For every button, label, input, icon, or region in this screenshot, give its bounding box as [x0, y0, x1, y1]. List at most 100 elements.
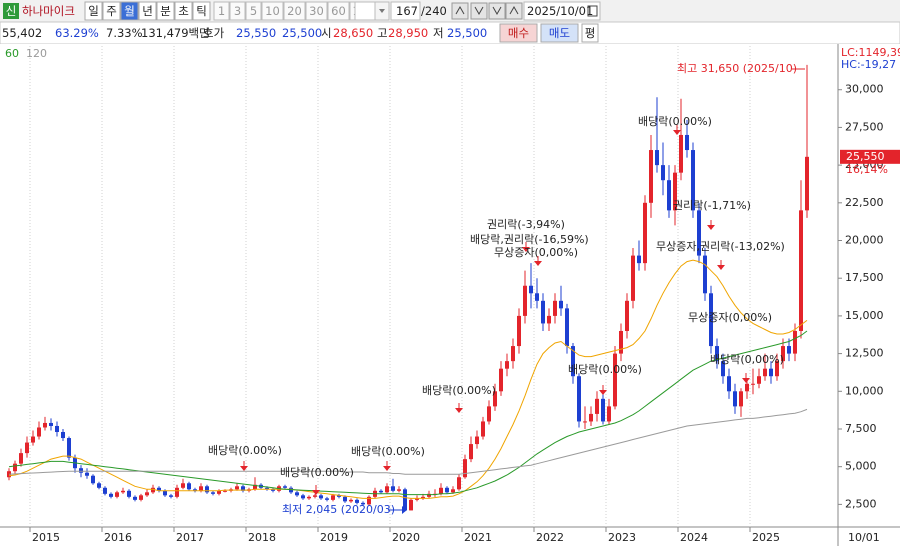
interval-label[interactable]: 30 — [309, 4, 324, 18]
event-arrow-head — [673, 130, 681, 135]
event-arrow-head — [312, 490, 320, 495]
candle-body — [127, 490, 131, 497]
event-arrow-head — [522, 247, 530, 252]
candle-body — [637, 255, 641, 264]
low-label: 최저 2,045 (2020/03) — [282, 503, 395, 516]
candle-body — [649, 150, 653, 203]
candle-body — [523, 285, 527, 316]
period-label[interactable]: 월 — [124, 4, 135, 18]
candle-body — [739, 391, 743, 407]
event-arrow-head — [534, 261, 542, 266]
candle-body — [691, 150, 695, 211]
candle-body — [157, 487, 161, 491]
interval-label[interactable]: 5 — [250, 4, 257, 18]
candle-body — [409, 499, 413, 511]
tool-icon[interactable] — [451, 2, 469, 20]
interval-label[interactable]: 3 — [234, 4, 241, 18]
period-label[interactable]: 초 — [178, 4, 189, 18]
period-label[interactable]: 일 — [88, 4, 99, 18]
period-label[interactable]: 년 — [142, 4, 153, 18]
info-open: 28,650 — [333, 26, 373, 40]
candle-body — [805, 156, 809, 211]
event-arrow-head — [707, 225, 715, 230]
event-annotation: 배당락(0.00%) — [280, 466, 354, 479]
candle-body — [631, 255, 635, 301]
event-annotation: 권리락(-3,94%) — [487, 218, 565, 231]
y-tick-label: 22,500 — [845, 196, 884, 209]
period-button[interactable] — [192, 1, 211, 21]
buy-button[interactable] — [499, 23, 538, 43]
candle-body — [121, 490, 125, 493]
candle-body — [397, 489, 401, 491]
candle-body — [463, 459, 467, 478]
moving-average-line — [8, 408, 808, 475]
candle-body — [211, 492, 215, 494]
y-tick-label: 17,500 — [845, 271, 884, 284]
candle-body — [145, 492, 149, 496]
interval-button[interactable] — [261, 1, 284, 21]
y-tick-label: 10,000 — [845, 384, 884, 397]
candle-body — [667, 180, 671, 211]
period-button[interactable] — [156, 1, 175, 21]
candle-body — [559, 300, 563, 309]
avg-label[interactable]: 평 — [585, 26, 596, 40]
calendar-icon[interactable] — [587, 5, 598, 17]
candle-body — [655, 150, 659, 166]
avg-button[interactable] — [581, 23, 599, 43]
end-date-label: 10/01 — [848, 531, 880, 544]
interval-button[interactable] — [283, 1, 306, 21]
interval-button[interactable] — [305, 1, 328, 21]
moving-average-line — [8, 259, 808, 499]
period-button[interactable] — [120, 1, 139, 21]
event-annotation: 배당락(0.00%) — [422, 384, 496, 397]
candle-body — [541, 300, 545, 324]
candle-body — [607, 406, 611, 422]
interval-button[interactable] — [229, 1, 246, 21]
period-label[interactable]: 주 — [106, 4, 117, 18]
interval-label[interactable]: 60 — [331, 4, 346, 18]
period-button[interactable] — [174, 1, 193, 21]
candle-body — [715, 346, 719, 362]
stock-name[interactable]: 하나마이크 — [22, 4, 75, 18]
interval-button[interactable] — [245, 1, 262, 21]
last-change-label: 16,14% — [846, 163, 888, 176]
x-tick-label: 2019 — [320, 531, 348, 544]
tool-icon-glyph — [492, 6, 502, 16]
candle-body — [445, 487, 449, 493]
candle-body — [727, 376, 731, 392]
interval-label[interactable]: 1 — [218, 4, 225, 18]
tool-icon[interactable] — [505, 2, 523, 20]
interval-label[interactable]: 10 — [265, 4, 280, 18]
period-label[interactable]: 분 — [160, 4, 171, 18]
candle-body — [403, 489, 407, 511]
tool-icon[interactable] — [488, 2, 506, 20]
event-annotation: 무상증자(0,00%) — [494, 246, 578, 259]
buy-label[interactable]: 매수 — [508, 26, 529, 40]
sell-button[interactable] — [540, 23, 579, 43]
candle-body — [361, 502, 365, 505]
period-label[interactable]: 틱 — [196, 4, 207, 18]
candle-body — [379, 490, 383, 493]
candle-body — [193, 489, 197, 491]
candle-body — [31, 436, 35, 443]
period-button[interactable] — [138, 1, 157, 21]
count-input[interactable] — [390, 1, 421, 21]
period-button[interactable] — [102, 1, 121, 21]
sell-label[interactable]: 매도 — [549, 26, 570, 40]
interval-button[interactable] — [327, 1, 350, 21]
candle-body — [535, 293, 539, 301]
candle-body — [499, 368, 503, 392]
candle-body — [763, 368, 767, 377]
period-button[interactable] — [84, 1, 103, 21]
interval-input[interactable] — [354, 1, 376, 21]
date-input[interactable] — [523, 1, 601, 21]
candle-body — [529, 285, 533, 294]
candle-body — [391, 486, 395, 491]
interval-button[interactable] — [213, 1, 230, 21]
candle-body — [67, 438, 71, 458]
tool-icon[interactable] — [470, 2, 488, 20]
interval-label[interactable]: 20 — [287, 4, 302, 18]
candle-body — [313, 495, 317, 497]
candle-body — [553, 300, 557, 316]
info-bid: 25,500 — [282, 26, 322, 40]
